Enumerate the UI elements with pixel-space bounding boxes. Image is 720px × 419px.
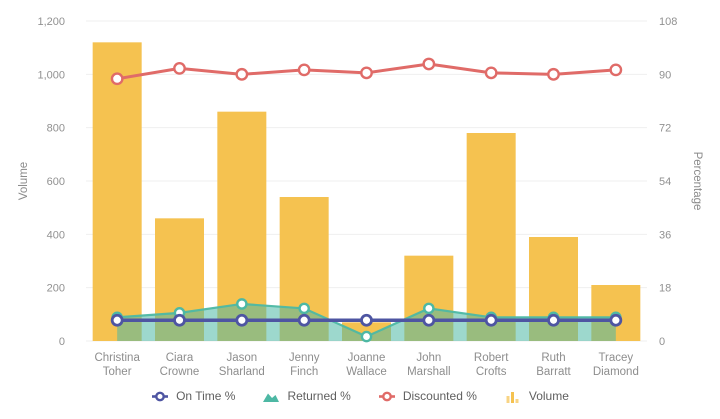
- discounted-marker-jason-sharland[interactable]: [235, 67, 249, 81]
- y-axis-left-tick: 0: [59, 336, 65, 348]
- line-marker-icon: [378, 391, 395, 401]
- on-time-marker-john-marshall[interactable]: [422, 313, 436, 327]
- x-axis-label-jason-sharland: Jason Sharland: [219, 352, 265, 378]
- y-axis-right-tick: 72: [659, 123, 671, 135]
- discounted-marker-tracey-diamond[interactable]: [609, 63, 623, 77]
- on-time-marker-ciara-crowne[interactable]: [173, 313, 186, 327]
- y-axis-right-tick: 18: [659, 283, 671, 295]
- y-axis-right-tick: 90: [659, 69, 671, 81]
- legend: On Time % Returned % Discounted % Volume: [0, 389, 720, 403]
- legend-item-volume[interactable]: Volume: [504, 389, 569, 403]
- discounted-marker-christina-toher[interactable]: [110, 72, 124, 86]
- legend-label: Volume: [528, 389, 569, 403]
- x-axis-label-robert-crofts: Robert Crofts: [474, 352, 509, 378]
- legend-item-on-time[interactable]: On Time %: [151, 389, 235, 403]
- legend-label: Discounted %: [402, 389, 477, 403]
- y-axis-left-tick: 600: [47, 176, 65, 188]
- on-time-marker-jason-sharland[interactable]: [235, 313, 249, 327]
- returned-marker-john-marshall[interactable]: [423, 302, 435, 315]
- returned-marker-jason-sharland[interactable]: [236, 298, 248, 310]
- on-time-marker-jenny-finch[interactable]: [297, 313, 311, 327]
- discounted-marker-jenny-finch[interactable]: [297, 63, 311, 77]
- discounted-marker-ruth-barratt[interactable]: [547, 67, 560, 81]
- discounted-marker-joanne-wallace[interactable]: [360, 66, 373, 80]
- on-time-marker-tracey-diamond[interactable]: [609, 313, 623, 327]
- y-axis-left-tick: 1,000: [37, 69, 65, 81]
- x-axis-label-ruth-barratt: Ruth Barratt: [536, 352, 571, 378]
- y-axis-right-tick: 54: [659, 176, 671, 188]
- line-marker-icon: [152, 391, 169, 401]
- discounted-marker-john-marshall[interactable]: [422, 57, 436, 71]
- y-axis-right-tick: 0: [659, 336, 665, 348]
- x-axis-label-christina-toher: Christina Toher: [94, 352, 140, 378]
- on-time-marker-joanne-wallace[interactable]: [360, 313, 373, 327]
- volume-bar-christina-toher[interactable]: [92, 42, 142, 341]
- returned-marker-joanne-wallace[interactable]: [360, 330, 373, 343]
- y-axis-left-tick: 1,200: [37, 16, 65, 28]
- legend-label: On Time %: [176, 389, 236, 403]
- legend-item-discounted[interactable]: Discounted %: [378, 389, 477, 403]
- x-axis-label-ciara-crowne: Ciara Crowne: [160, 352, 200, 378]
- volume-bar-robert-crofts[interactable]: [466, 133, 516, 341]
- on-time-marker-ruth-barratt[interactable]: [547, 313, 560, 327]
- y-axis-title-volume: Volume: [18, 161, 30, 201]
- area-icon: [263, 393, 280, 402]
- x-axis-label-joanne-wallace: Joanne Wallace: [346, 352, 386, 378]
- y-axis-left-tick: 400: [47, 229, 65, 241]
- legend-label: Returned %: [287, 389, 351, 403]
- x-axis-label-jenny-finch: Jenny Finch: [289, 352, 320, 378]
- discounted-marker-robert-crofts[interactable]: [484, 66, 498, 80]
- y-axis-right-tick: 36: [659, 229, 671, 241]
- returned-marker-jenny-finch[interactable]: [298, 302, 310, 315]
- x-axis-label-tracey-diamond: Tracey Diamond: [593, 352, 639, 378]
- discounted-marker-ciara-crowne[interactable]: [173, 62, 186, 75]
- returned-area: [117, 303, 616, 341]
- y-axis-left-tick: 800: [47, 123, 65, 135]
- y-axis-title-percentage: Percentage: [691, 151, 703, 211]
- combination-chart: 0 0 200 18 400 36 600 54 800 72 1,000 90 1,200 108 Chr…: [37, 16, 677, 378]
- on-time-marker-robert-crofts[interactable]: [484, 313, 498, 327]
- bar-chart-icon: [506, 391, 519, 403]
- y-axis-right-tick: 108: [659, 16, 677, 28]
- on-time-marker-christina-toher[interactable]: [110, 313, 124, 327]
- legend-item-returned[interactable]: Returned %: [262, 389, 351, 403]
- x-axis-label-john-marshall: John Marshall: [407, 352, 450, 378]
- y-axis-left-tick: 200: [47, 283, 65, 295]
